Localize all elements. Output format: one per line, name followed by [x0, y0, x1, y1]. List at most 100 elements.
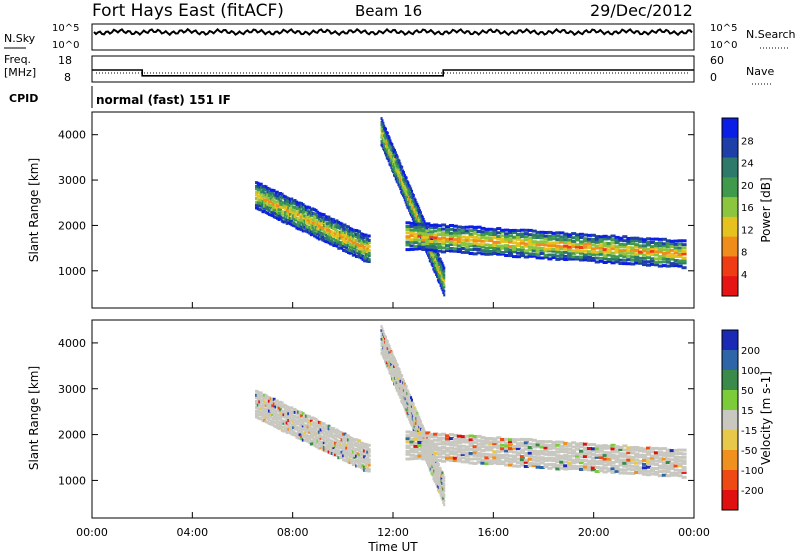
velocity-cell	[413, 432, 419, 436]
power-cell	[338, 246, 342, 250]
velocity-cell	[515, 461, 521, 465]
power-cell	[484, 232, 490, 236]
power-cell	[411, 211, 414, 215]
power-cell	[351, 241, 355, 245]
power-cell	[255, 206, 258, 210]
velocity-cell	[508, 463, 514, 467]
velocity-cell	[413, 441, 419, 445]
velocity-cell	[266, 420, 270, 424]
velocity-cell	[539, 443, 545, 447]
velocity-cell	[300, 427, 303, 431]
velocity-cell	[261, 399, 265, 402]
velocity-cell	[301, 432, 305, 436]
velocity-cell	[539, 466, 545, 469]
power-cell	[575, 248, 581, 252]
velocity-cell	[496, 444, 502, 448]
power-cell	[356, 245, 360, 249]
velocity-cell	[421, 455, 427, 458]
velocity-cell	[317, 446, 321, 450]
velocity-cell	[614, 460, 620, 464]
power-cell	[280, 216, 284, 220]
power-cell	[311, 218, 315, 222]
power-cell	[563, 238, 569, 242]
power-colorbar-swatch	[722, 118, 738, 139]
velocity-cell	[681, 461, 687, 465]
velocity-cell	[382, 339, 385, 343]
velocity-cell	[433, 451, 439, 455]
power-cell	[456, 225, 462, 229]
power-cell	[287, 212, 291, 215]
power-cell	[340, 231, 344, 235]
velocity-cell	[272, 420, 276, 424]
velocity-cell	[311, 430, 315, 434]
velocity-cell	[366, 450, 370, 454]
power-cell	[383, 124, 386, 128]
velocity-cell	[267, 402, 271, 406]
power-cell	[319, 231, 323, 235]
power-cell	[441, 262, 444, 265]
velocity-cell	[433, 455, 439, 459]
power-cell	[590, 247, 596, 251]
velocity-cell	[303, 438, 307, 442]
velocity-cell	[340, 434, 344, 437]
power-cell	[452, 243, 458, 247]
velocity-cell	[421, 457, 427, 461]
velocity-cell	[563, 454, 569, 457]
power-cell	[646, 243, 652, 247]
velocity-cell	[322, 433, 326, 437]
power-cell	[383, 139, 386, 143]
velocity-cell	[308, 415, 312, 419]
velocity-cell	[535, 445, 541, 449]
velocity-cell	[508, 443, 514, 447]
velocity-cell	[259, 417, 263, 421]
power-cell	[452, 247, 458, 251]
velocity-cell	[261, 396, 265, 400]
power-cell	[421, 245, 427, 249]
velocity-cell	[280, 425, 284, 429]
power-cell	[363, 259, 366, 263]
velocity-cell	[259, 413, 263, 417]
velocity-cell	[618, 445, 624, 449]
velocity-colorbar-tick: -200	[741, 486, 764, 497]
velocity-cell	[272, 397, 276, 401]
power-cell	[398, 172, 401, 176]
velocity-cell	[634, 452, 640, 456]
power-cell	[311, 221, 315, 225]
velocity-cell	[267, 421, 271, 425]
power-cell	[432, 258, 435, 262]
velocity-cell	[523, 441, 529, 445]
power-cell	[351, 228, 355, 232]
velocity-cell	[405, 396, 408, 400]
power-cell	[398, 159, 401, 163]
velocity-cell	[472, 441, 478, 445]
power-cell	[445, 244, 451, 248]
velocity-cell	[551, 443, 557, 447]
velocity-cell	[657, 466, 663, 470]
power-cell	[301, 223, 305, 227]
power-cell	[290, 223, 294, 227]
velocity-cell	[626, 460, 632, 464]
velocity-cell	[677, 474, 683, 478]
power-cell	[579, 242, 585, 246]
power-cell	[547, 249, 553, 253]
velocity-cell	[523, 447, 529, 451]
velocity-cell	[269, 402, 273, 406]
power-cell	[311, 214, 315, 218]
power-cell	[551, 256, 557, 259]
power-cell	[326, 228, 329, 232]
velocity-cell	[649, 454, 655, 458]
velocity-cell	[266, 404, 270, 408]
velocity-cell	[321, 444, 324, 448]
power-ytick-label: 4000	[58, 129, 86, 142]
power-cell	[408, 197, 411, 201]
velocity-cell	[412, 402, 415, 406]
power-cell	[316, 222, 320, 226]
power-colorbar-swatch	[722, 137, 738, 159]
velocity-cell	[332, 450, 336, 454]
power-cell	[630, 258, 636, 262]
xtick-label: 04:00	[176, 526, 208, 539]
power-cell	[264, 207, 268, 211]
power-cell	[359, 256, 363, 260]
velocity-cell	[305, 414, 308, 418]
power-cell	[321, 238, 324, 242]
